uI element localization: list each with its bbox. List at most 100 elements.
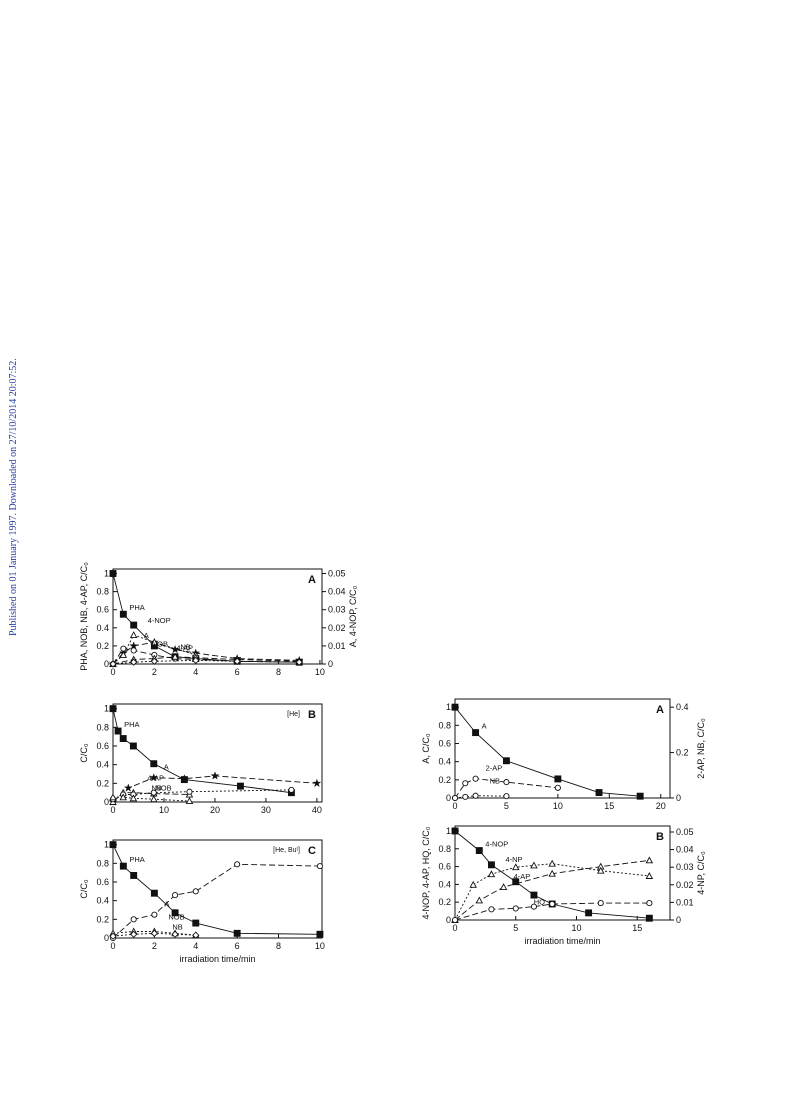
- marker: [129, 742, 137, 750]
- marker: [503, 793, 510, 800]
- x-tick-label: 15: [604, 801, 614, 811]
- series-label: NB: [180, 642, 190, 651]
- y2-tick-label: 0.04: [676, 845, 694, 855]
- series-label: A: [164, 900, 169, 909]
- series-line: [112, 789, 292, 800]
- marker: [312, 778, 322, 788]
- y2-tick-label: 0.2: [676, 748, 689, 758]
- marker: [149, 773, 159, 782]
- panel-note: [He]: [287, 711, 300, 718]
- x-tick-label: 20: [656, 801, 666, 811]
- marker: [185, 797, 194, 805]
- marker: [548, 869, 556, 877]
- y-tick-label: 0.8: [438, 844, 451, 854]
- panel-letter: B: [308, 709, 316, 721]
- y-tick-label: 0.2: [438, 775, 451, 785]
- series-label: 4-NOP: [485, 840, 508, 849]
- marker: [109, 793, 117, 801]
- marker: [119, 735, 127, 742]
- y-tick-label: 0.2: [96, 914, 109, 924]
- series-label: HQ: [534, 897, 545, 906]
- y-tick-label: 0.2: [96, 641, 109, 651]
- y-tick-label: 0.6: [96, 605, 109, 615]
- y-tick-label: 0.8: [96, 722, 109, 732]
- marker: [554, 775, 562, 783]
- marker: [233, 657, 241, 665]
- y-tick-label: 0.4: [96, 623, 109, 633]
- marker: [530, 861, 538, 869]
- x-tick-label: 0: [110, 667, 115, 677]
- y-tick-label: 1: [104, 840, 109, 850]
- y2-tick-label: 0.05: [676, 827, 694, 837]
- marker: [180, 774, 189, 783]
- series-line: [112, 573, 300, 663]
- x-tick-label: 0: [110, 805, 115, 815]
- marker: [502, 757, 510, 765]
- marker: [171, 930, 179, 938]
- y-tick-label: 0: [446, 915, 451, 925]
- marker: [119, 610, 127, 618]
- marker: [288, 786, 295, 793]
- x-tick-label: 10: [315, 667, 325, 677]
- series-line: [112, 792, 190, 803]
- marker: [512, 905, 519, 912]
- y2-tick-label: 0.01: [676, 897, 694, 907]
- marker: [597, 900, 604, 907]
- marker: [130, 930, 138, 938]
- series-label: 4-AP: [147, 774, 164, 783]
- x-tick-label: 15: [632, 923, 642, 933]
- y2-axis-title: 4-NP, C/C₀: [696, 851, 706, 895]
- y-tick-label: 0.2: [438, 897, 451, 907]
- marker: [130, 658, 138, 666]
- panel-letter: A: [308, 574, 316, 586]
- marker: [150, 760, 158, 768]
- y2-tick-label: 0.02: [328, 623, 346, 633]
- marker: [462, 780, 469, 787]
- marker: [554, 784, 561, 791]
- marker: [511, 863, 520, 871]
- plot-frame: [112, 839, 323, 939]
- series-line: [112, 863, 320, 939]
- marker: [585, 909, 593, 917]
- y2-tick-label: 0.03: [328, 605, 346, 615]
- y2-tick-label: 0.05: [328, 569, 346, 579]
- y2-axis-title: 2-AP, NB, C/C₀: [696, 718, 706, 779]
- marker: [130, 621, 138, 629]
- marker: [549, 900, 556, 908]
- marker: [645, 856, 654, 864]
- y-tick-label: 0: [104, 659, 109, 669]
- marker: [123, 783, 133, 792]
- marker: [192, 919, 200, 927]
- marker: [109, 705, 117, 713]
- y2-tick-label: 0: [328, 659, 333, 669]
- marker: [645, 872, 654, 879]
- marker: [129, 794, 138, 802]
- marker: [210, 771, 220, 780]
- x-tick-label: 5: [513, 923, 518, 933]
- plot-frame: [112, 703, 323, 803]
- series-label: NB: [151, 784, 161, 793]
- x-tick-label: 0: [110, 941, 115, 951]
- series-label: PHA: [129, 855, 144, 864]
- series-label: A: [144, 631, 149, 640]
- panel-letter: A: [656, 704, 664, 716]
- series-label: 4-AP: [176, 644, 193, 653]
- marker: [150, 889, 158, 897]
- marker: [469, 880, 477, 888]
- series-line: [454, 859, 650, 921]
- marker: [512, 878, 520, 886]
- x-tick-label: 10: [159, 805, 169, 815]
- y2-tick-label: 0: [676, 915, 681, 925]
- x-tick-label: 8: [276, 667, 281, 677]
- y-tick-label: 0: [104, 933, 109, 943]
- marker: [472, 729, 480, 737]
- y-axis-title: 4-NOP, 4-AP, HQ, C/C₀: [421, 826, 431, 919]
- x-tick-label: 10: [553, 801, 563, 811]
- marker: [150, 929, 159, 937]
- series-label: PHA: [124, 720, 139, 729]
- marker: [171, 909, 179, 917]
- series-label: A: [482, 722, 487, 731]
- marker: [475, 847, 483, 855]
- marker: [130, 872, 138, 879]
- series-label: NB: [490, 777, 500, 786]
